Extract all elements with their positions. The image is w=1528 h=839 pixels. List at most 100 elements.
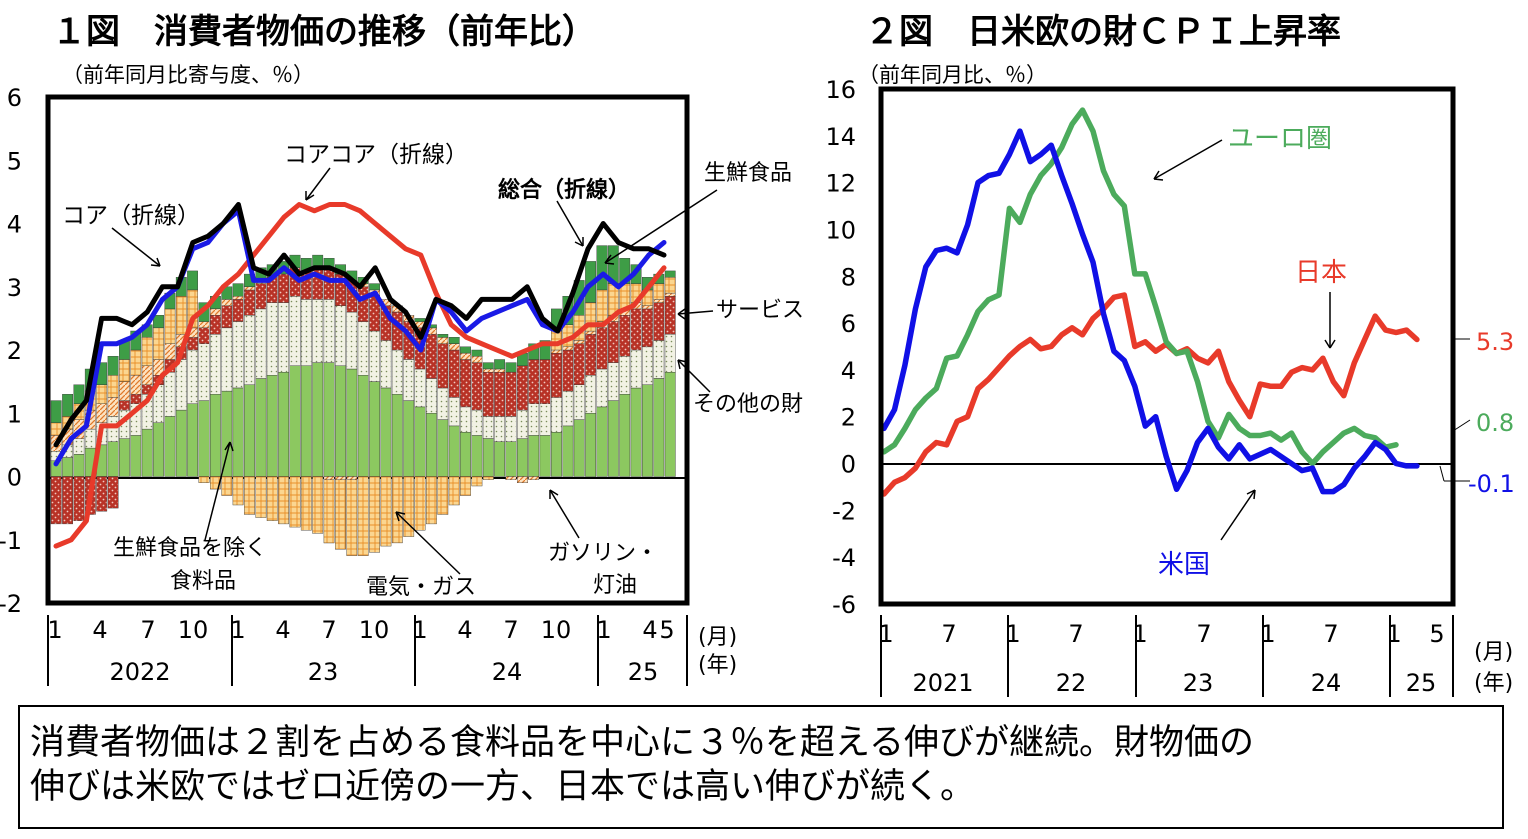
bar-seg-0-50 (619, 394, 631, 477)
bar-seg-1-42 (528, 403, 540, 436)
bar-seg-2-24 (323, 267, 335, 300)
end-value-euro: 0.8 (1476, 409, 1514, 437)
bar-seg-2-42 (528, 359, 540, 404)
bar-seg-1-3 (84, 428, 96, 449)
fig1-ytick-0: 6 (7, 84, 22, 112)
bar-seg-1-39 (494, 416, 505, 442)
bar-seg-2-52 (642, 308, 653, 348)
bar-seg-1-18 (255, 308, 267, 379)
bar-seg-0-30 (391, 394, 403, 477)
bar-seg-3-39 (494, 368, 505, 373)
label-core: コア（折線） (62, 203, 200, 229)
bar-seg-0-38 (482, 438, 494, 477)
bar-seg-3-53 (653, 299, 665, 303)
bar-seg-2-35 (448, 349, 460, 398)
bar-seg-4-29 (380, 476, 392, 547)
bar-seg-0-23 (312, 362, 324, 477)
bar-seg-0-41 (517, 438, 528, 477)
bar-seg-2-49 (607, 321, 619, 363)
bar-seg-4-53 (653, 283, 665, 300)
line-fig1-0 (53, 202, 667, 549)
bar-seg-4-15 (221, 476, 233, 496)
bar-seg-0-2 (73, 454, 85, 477)
bar-seg-1-13 (198, 343, 210, 401)
bar-seg-2-27 (357, 286, 369, 322)
bar-seg-4-37 (471, 476, 483, 487)
fig1-ytick-7: -1 (0, 527, 22, 555)
bar-seg-0-7 (130, 435, 142, 477)
figure2-title: ２図 日米欧の財ＣＰＩ上昇率 (865, 12, 1341, 52)
fig1-unit-label: （前年同月比寄与度、％） (62, 63, 314, 87)
bar-seg-4-36 (460, 476, 471, 496)
fig1-month-unit: (月) (698, 625, 737, 650)
fig1-annotation-arrows (111, 167, 718, 575)
bar-seg-0-34 (437, 419, 449, 477)
bar-seg-0-18 (255, 378, 267, 477)
bar-seg-4-31 (403, 476, 415, 537)
bar-seg-0-26 (346, 368, 358, 477)
fig2-xtick-5: 7 (1196, 620, 1211, 648)
fig2-ytick-4: 8 (841, 263, 856, 291)
bar-seg-1-2 (73, 438, 85, 455)
bar-seg-3-5 (107, 397, 119, 417)
bar-seg-4-38 (482, 476, 494, 480)
bar-seg-2-37 (471, 362, 483, 411)
bar-seg-2-39 (494, 371, 505, 417)
bar-seg-2-18 (255, 283, 267, 310)
line-fig2-1 (881, 107, 1399, 467)
bar-seg-0-37 (471, 435, 483, 477)
fig2-lines (881, 107, 1420, 497)
bar-seg-0-9 (153, 422, 164, 477)
bar-seg-0-51 (630, 387, 642, 477)
bar-seg-3-26 (346, 476, 358, 480)
bar-seg-1-35 (448, 397, 460, 427)
bar-seg-4-54 (664, 277, 676, 294)
bar-seg-1-49 (607, 362, 619, 401)
fig1-xtick-9: 4 (457, 616, 472, 644)
bar-seg-0-21 (289, 365, 301, 477)
bar-seg-0-54 (664, 371, 676, 477)
bar-seg-0-46 (573, 419, 585, 477)
bar-seg-3-44 (551, 349, 562, 354)
label-gasoline-2: 灯油 (593, 573, 637, 598)
bar-seg-1-17 (244, 315, 255, 386)
bar-seg-5-43 (539, 340, 551, 360)
fig1-xtick-5: 4 (275, 616, 290, 644)
bar-seg-0-42 (528, 435, 540, 477)
bar-seg-0-12 (187, 403, 198, 477)
bar-seg-3-24 (323, 476, 335, 480)
bar-seg-2-5 (107, 476, 119, 509)
bar-seg-0-8 (141, 428, 153, 477)
bar-seg-5-12 (187, 270, 198, 291)
bar-seg-3-46 (573, 340, 585, 344)
label-total: 総合（折線） (498, 177, 630, 203)
fig1-ytick-3: 3 (7, 274, 22, 302)
bar-seg-1-12 (187, 349, 198, 404)
bar-seg-5-40 (505, 362, 517, 373)
fig1-xtick-12: 1 (596, 616, 611, 644)
fig1-ytick-1: 5 (7, 147, 22, 175)
bar-seg-0-16 (232, 387, 244, 477)
caption-line-1: 消費者物価は２割を占める食料品を中心に３％を超える伸びが継続。財物価の (30, 723, 1254, 763)
bar-seg-1-31 (403, 359, 415, 401)
bar-seg-2-33 (426, 334, 437, 379)
bar-seg-5-38 (482, 362, 494, 370)
bar-seg-1-15 (221, 327, 233, 392)
fig1-xtick-0: 1 (47, 616, 62, 644)
bar-seg-0-20 (278, 371, 289, 477)
bar-seg-3-40 (505, 476, 517, 480)
bar-seg-2-50 (619, 315, 631, 357)
bar-seg-4-8 (141, 337, 153, 366)
bar-seg-3-41 (517, 476, 528, 484)
bar-seg-2-12 (187, 337, 198, 351)
bar-seg-4-18 (255, 476, 267, 518)
fig1-year-unit: (年) (698, 653, 737, 678)
line-fig1-2 (53, 202, 667, 448)
bar-seg-2-40 (505, 371, 517, 417)
bar-seg-0-14 (209, 394, 221, 477)
bar-seg-2-48 (596, 327, 608, 370)
bar-seg-1-11 (175, 359, 187, 411)
bar-seg-0-13 (198, 400, 210, 477)
bar-seg-5-48 (596, 245, 608, 291)
